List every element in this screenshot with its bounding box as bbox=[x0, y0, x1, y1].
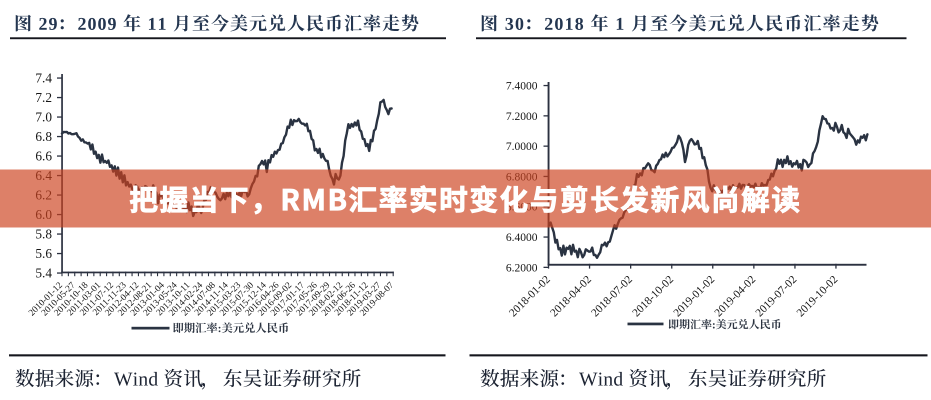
svg-text:5.8: 5.8 bbox=[35, 227, 52, 242]
svg-text:7.2000: 7.2000 bbox=[506, 111, 538, 123]
svg-text:5.6: 5.6 bbox=[35, 246, 52, 261]
svg-text:6.8: 6.8 bbox=[35, 129, 52, 144]
svg-text:7.0000: 7.0000 bbox=[506, 141, 538, 153]
svg-text:6.2000: 6.2000 bbox=[506, 262, 538, 274]
svg-text:6.6: 6.6 bbox=[35, 149, 52, 164]
svg-text:7.2: 7.2 bbox=[35, 90, 52, 105]
svg-text:5.4: 5.4 bbox=[35, 266, 52, 281]
svg-text:7.4: 7.4 bbox=[35, 71, 52, 86]
svg-text:7.4000: 7.4000 bbox=[506, 81, 538, 93]
svg-text:6.4000: 6.4000 bbox=[506, 232, 538, 244]
svg-text:7.0: 7.0 bbox=[35, 110, 52, 125]
